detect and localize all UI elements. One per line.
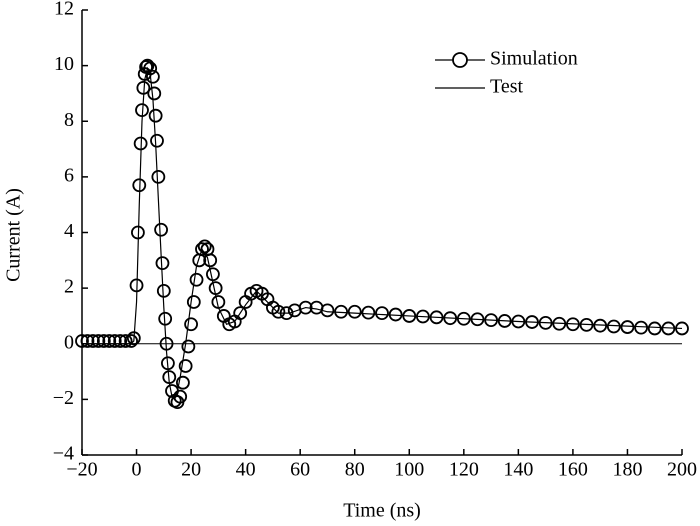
- x-tick-label: 80: [345, 459, 365, 481]
- y-tick-label: −4: [53, 443, 74, 465]
- data-point: [113, 334, 128, 348]
- x-tick-label: 120: [449, 459, 479, 481]
- data-point: [181, 339, 196, 354]
- y-tick-label: 4: [64, 220, 74, 242]
- data-point: [75, 334, 89, 348]
- data-point: [154, 222, 168, 237]
- x-tick-label: 60: [290, 459, 310, 481]
- y-tick-label: 0: [64, 331, 74, 353]
- data-point: [102, 334, 117, 348]
- data-point: [647, 321, 662, 336]
- data-point: [361, 305, 376, 320]
- y-tick-label: 8: [64, 109, 74, 131]
- data-point: [195, 242, 209, 257]
- legend-label: Test: [490, 76, 523, 98]
- data-point: [176, 375, 190, 390]
- data-point: [184, 317, 198, 332]
- data-point: [146, 69, 160, 84]
- data-point: [126, 331, 141, 346]
- data-point: [107, 334, 122, 348]
- data-point: [150, 133, 164, 148]
- data-point: [147, 86, 162, 101]
- data-point: [347, 304, 362, 319]
- data-point: [151, 169, 166, 184]
- y-tick-label: 12: [54, 0, 74, 20]
- data-point: [186, 295, 201, 309]
- data-point: [189, 272, 204, 287]
- data-point: [620, 320, 635, 334]
- x-tick-label: 20: [181, 459, 201, 481]
- y-tick-label: 6: [64, 164, 74, 186]
- x-tick-label: −20: [66, 459, 97, 481]
- x-tick-label: 200: [667, 459, 697, 481]
- x-tick-label: 180: [612, 459, 642, 481]
- data-point: [124, 334, 138, 348]
- data-point: [86, 334, 100, 348]
- data-point: [156, 284, 171, 298]
- data-point: [96, 334, 111, 348]
- x-tick-label: 100: [394, 459, 424, 481]
- legend-label: Simulation: [490, 48, 578, 70]
- data-point: [206, 267, 220, 282]
- data-point: [155, 256, 170, 270]
- data-point: [178, 359, 193, 373]
- y-tick-label: −2: [53, 387, 74, 409]
- y-tick-label: 2: [64, 276, 74, 298]
- data-point: [634, 320, 648, 335]
- y-axis-label: Current (A): [3, 188, 25, 282]
- data-line: [82, 66, 683, 401]
- data-point: [80, 334, 95, 348]
- data-point: [140, 58, 155, 73]
- data-point: [298, 300, 313, 315]
- data-point: [148, 108, 163, 123]
- x-axis-label: Time (ns): [343, 500, 421, 522]
- x-tick-label: 160: [558, 459, 588, 481]
- data-point: [606, 319, 621, 334]
- data-point: [197, 239, 212, 254]
- legend-marker: [452, 52, 468, 68]
- data-point: [375, 306, 389, 321]
- y-tick-label: 10: [54, 53, 74, 75]
- data-point: [271, 304, 286, 319]
- data-point: [173, 389, 188, 404]
- x-tick-label: 40: [236, 459, 256, 481]
- data-point: [118, 334, 133, 348]
- data-point: [203, 253, 218, 268]
- data-point: [233, 306, 248, 321]
- x-tick-label: 140: [503, 459, 533, 481]
- data-point: [91, 334, 106, 348]
- x-tick-label: 0: [132, 459, 142, 481]
